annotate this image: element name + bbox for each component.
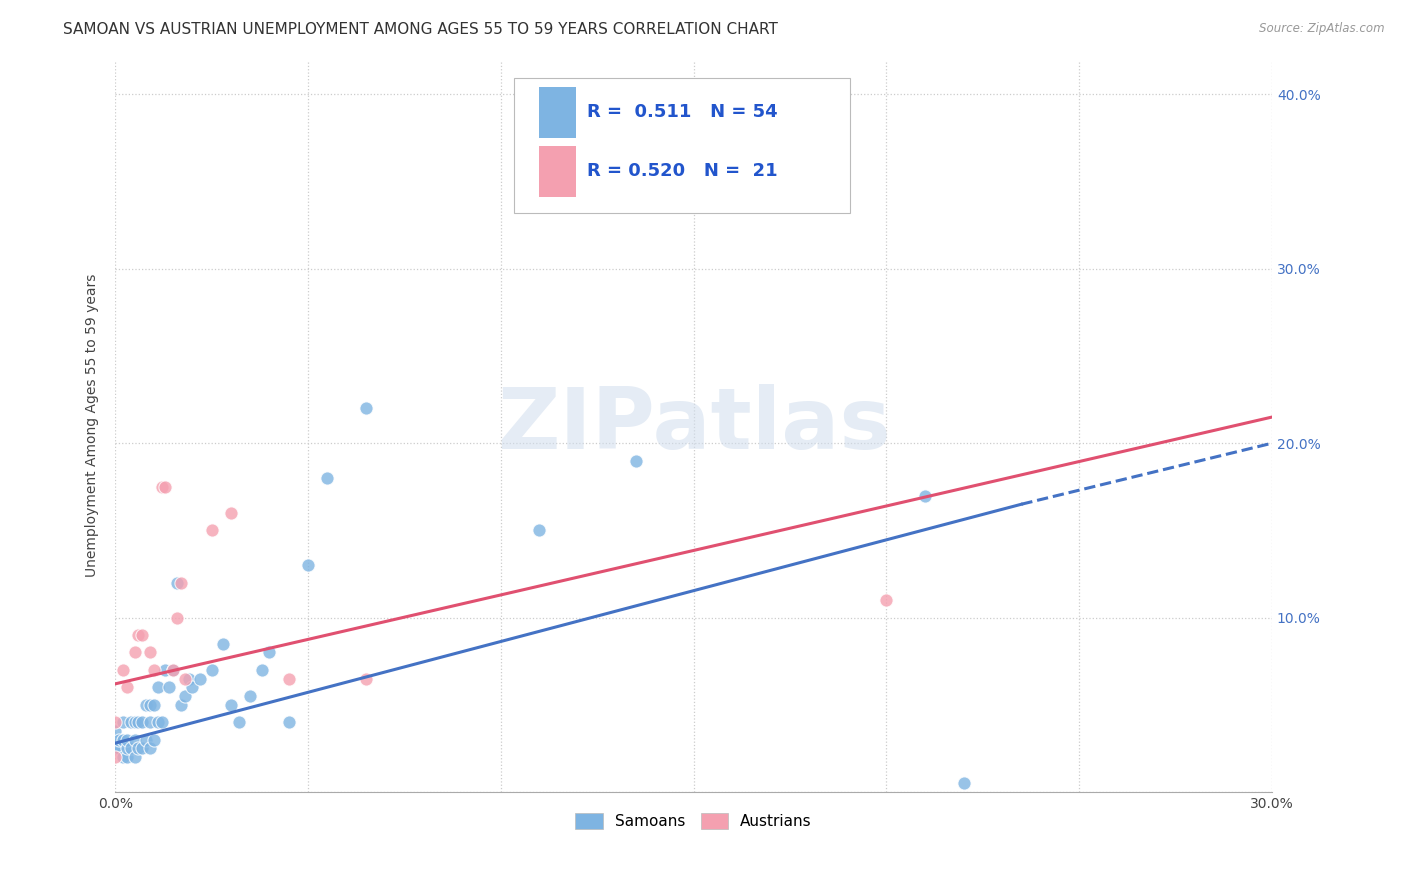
Point [124,732,146,747]
Point [297,558,319,573]
Point [188,672,211,686]
Point [166,610,188,624]
Point [173,689,195,703]
Point [354,672,377,686]
Legend: Samoans, Austrians: Samoans, Austrians [569,806,818,836]
Point [277,672,299,686]
Point [170,575,193,590]
Point [139,698,162,712]
Point [166,575,188,590]
Point [150,480,173,494]
Point [914,489,936,503]
Point [173,672,195,686]
Point [115,732,138,747]
Point [111,750,134,764]
Point [150,715,173,730]
Point [177,672,200,686]
Point [127,715,149,730]
Point [201,524,224,538]
Point [952,776,974,790]
Point [124,715,146,730]
Point [127,741,149,756]
Point [135,698,157,712]
Point [142,732,165,747]
Point [104,750,127,764]
Point [135,732,157,747]
Point [124,645,146,659]
Point [146,681,169,695]
Point [104,732,127,747]
Point [181,681,204,695]
Point [120,741,142,756]
Point [115,741,138,756]
Point [139,741,162,756]
Point [201,663,224,677]
Point [131,715,153,730]
Point [529,175,551,189]
Point [529,524,551,538]
Point [115,750,138,764]
Text: Source: ZipAtlas.com: Source: ZipAtlas.com [1260,22,1385,36]
FancyBboxPatch shape [538,87,575,138]
Point [115,681,138,695]
Point [219,506,242,520]
Point [131,741,153,756]
Point [316,471,339,485]
Point [354,401,377,416]
Point [139,715,162,730]
Point [162,663,184,677]
Point [277,715,299,730]
Point [157,681,180,695]
Point [108,732,131,747]
FancyBboxPatch shape [515,78,849,213]
Point [104,715,127,730]
Point [219,698,242,712]
Point [228,715,250,730]
Point [120,715,142,730]
Point [142,698,165,712]
Text: ZIPatlas: ZIPatlas [496,384,890,467]
Point [624,453,647,467]
Point [162,663,184,677]
Point [111,715,134,730]
Point [155,663,177,677]
Point [131,628,153,642]
Point [155,480,177,494]
Text: R = 0.520   N =  21: R = 0.520 N = 21 [588,162,778,180]
Point [127,628,149,642]
Point [259,645,281,659]
Point [142,663,165,677]
Point [170,698,193,712]
Text: R =  0.511   N = 54: R = 0.511 N = 54 [588,103,778,121]
Point [239,689,262,703]
FancyBboxPatch shape [538,146,575,196]
Point [212,637,235,651]
Point [146,715,169,730]
Text: SAMOAN VS AUSTRIAN UNEMPLOYMENT AMONG AGES 55 TO 59 YEARS CORRELATION CHART: SAMOAN VS AUSTRIAN UNEMPLOYMENT AMONG AG… [63,22,778,37]
Point [875,593,897,607]
Point [139,645,162,659]
Point [250,663,273,677]
Point [111,732,134,747]
Point [104,723,127,738]
Y-axis label: Unemployment Among Ages 55 to 59 years: Unemployment Among Ages 55 to 59 years [86,274,100,577]
Point [111,663,134,677]
Point [108,741,131,756]
Point [124,750,146,764]
Point [104,741,127,756]
